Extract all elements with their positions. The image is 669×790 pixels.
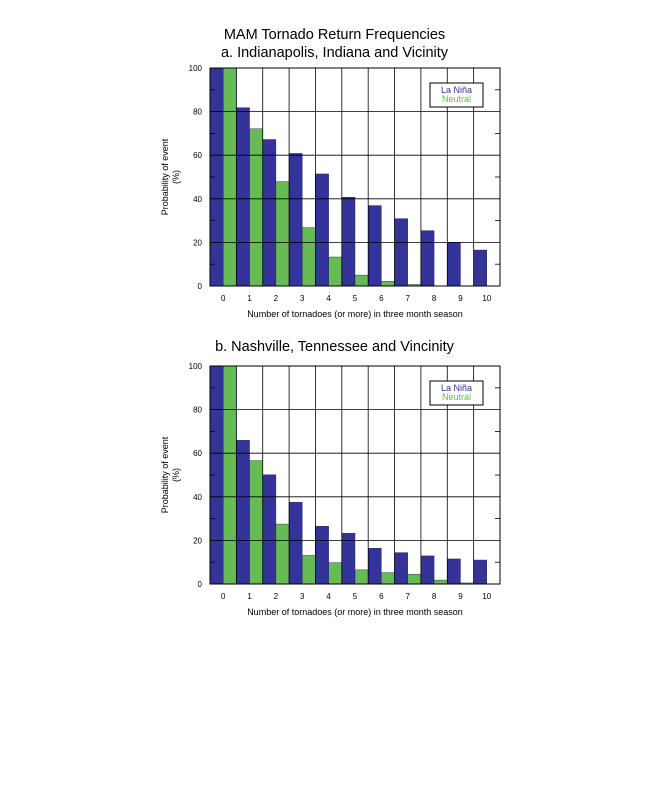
chart-a-bar-lanina-10	[473, 249, 488, 287]
chart-b-bar-lanina-5	[341, 533, 356, 585]
chart-a-xtick-label: 5	[353, 294, 358, 303]
chart-b-xtick-label: 1	[247, 592, 252, 601]
chart-b-bar-lanina-9	[447, 558, 461, 585]
chart-b-xtick-label: 9	[458, 592, 463, 601]
chart-b-xtick-label: 6	[379, 592, 384, 601]
chart-a-bar-lanina-2	[262, 139, 277, 287]
chart-b-ytick-label: 40	[193, 493, 202, 502]
chart-a-bar-lanina-4	[315, 173, 329, 287]
chart-a-ytick-label: 40	[193, 195, 202, 204]
chart-b-xtick-label: 0	[221, 592, 226, 601]
chart-a-xtick-label: 1	[247, 294, 252, 303]
chart-a-plot-frame	[209, 67, 501, 287]
chart-a-bar-neutral-0	[222, 67, 237, 287]
chart-b-ytick-label: 0	[198, 580, 203, 589]
chart-b-bar-lanina-2	[262, 474, 277, 585]
chart-a-ytick-label: 100	[189, 64, 203, 73]
chart-b-bar-neutral-4	[328, 562, 343, 585]
chart-b-bar-neutral-1	[249, 460, 263, 585]
chart-a-bar-lanina-7	[394, 218, 408, 287]
chart-a-legend-box	[429, 82, 484, 108]
chart-b-bar-lanina-4	[315, 526, 329, 585]
chart-a-xtick-label: 0	[221, 294, 226, 303]
chart-a-legend-label-lanina: La Niña	[441, 85, 472, 95]
chart-a-ytick-label: 20	[193, 238, 202, 247]
chart-a-title: a. Indianapolis, Indiana and Vicinity	[220, 45, 449, 61]
chart-b-legend-label-lanina: La Niña	[441, 383, 472, 393]
chart-a-bar-neutral-6	[381, 281, 395, 287]
chart-a-xtick-label: 4	[326, 294, 331, 303]
chart-a-xaxis-label: Number of tornadoes (or more) in three m…	[247, 309, 463, 319]
chart-a-bar-neutral-4	[328, 256, 343, 287]
chart-b-bar-lanina-8	[420, 555, 435, 585]
chart-a-yaxis-unit: (%)	[171, 170, 181, 184]
chart-a-bar-lanina-6	[367, 205, 382, 287]
chart-a-xtick-label: 9	[458, 294, 463, 303]
chart-a-bar-neutral-2	[275, 181, 290, 287]
chart-a-xtick-label: 8	[432, 294, 437, 303]
chart-b-bar-lanina-6	[367, 548, 382, 585]
chart-a-bar-neutral-5	[354, 274, 369, 287]
chart-b-bar-neutral-7	[407, 573, 422, 585]
chart-b-xtick-label: 7	[406, 592, 411, 601]
chart-a-xtick-label: 3	[300, 294, 305, 303]
chart-a-xtick-label: 2	[274, 294, 279, 303]
chart-b-bar-neutral-0	[222, 365, 237, 585]
chart-a-bar-neutral-1	[249, 128, 263, 287]
chart-a-bar-lanina-8	[420, 230, 435, 287]
chart-a-xtick-label: 10	[482, 294, 491, 303]
chart-b-xtick-label: 5	[353, 592, 358, 601]
chart-a-xtick-label: 6	[379, 294, 384, 303]
chart-b-bar-lanina-10	[473, 559, 488, 585]
chart-b-legend-label-neutral: Neutral	[442, 392, 471, 402]
chart-b-bar-neutral-2	[275, 523, 290, 585]
chart-b-bar-lanina-1	[236, 440, 250, 585]
chart-b-plot-frame	[209, 365, 501, 585]
chart-b-bar-neutral-6	[381, 572, 395, 585]
chart-a-bar-lanina-5	[341, 197, 356, 287]
chart-b-ytick-label: 100	[189, 362, 203, 371]
chart-a-yaxis-label: Probability of event	[160, 138, 170, 215]
chart-b-xtick-label: 8	[432, 592, 437, 601]
chart-a-ytick-label: 0	[198, 282, 203, 291]
chart-a-legend-label-neutral: Neutral	[442, 94, 471, 104]
chart-a-ytick-label: 80	[193, 108, 202, 117]
chart-b-bar-neutral-3	[302, 555, 316, 585]
chart-b-bar-lanina-3	[288, 502, 303, 585]
chart-b-ytick-label: 20	[193, 536, 202, 545]
chart-a-ytick-label: 60	[193, 151, 202, 160]
chart-b-yaxis-unit: (%)	[171, 468, 181, 482]
chart-b-bar-lanina-7	[394, 552, 408, 585]
chart-a-xtick-label: 7	[406, 294, 411, 303]
chart-b-xtick-label: 4	[326, 592, 331, 601]
chart-a-bar-lanina-3	[288, 153, 303, 287]
chart-a-bar-neutral-3	[302, 227, 316, 287]
chart-b-bar-neutral-5	[354, 569, 369, 585]
chart-b-yaxis-label: Probability of event	[160, 436, 170, 513]
chart-b-ytick-label: 80	[193, 406, 202, 415]
chart-a-bar-lanina-9	[447, 241, 461, 287]
chart-b-xtick-label: 3	[300, 592, 305, 601]
chart-b-xtick-label: 10	[482, 592, 491, 601]
chart-b-title: b. Nashville, Tennessee and Vincinity	[215, 339, 454, 355]
chart-b-xtick-label: 2	[274, 592, 279, 601]
figure-title: MAM Tornado Return Frequencies	[223, 27, 446, 43]
chart-a-bar-lanina-1	[236, 107, 250, 287]
chart-b-xaxis-label: Number of tornadoes (or more) in three m…	[247, 607, 463, 617]
chart-b-ytick-label: 60	[193, 449, 202, 458]
chart-b-legend-box	[429, 380, 484, 406]
chart-b-bar-neutral-8	[433, 579, 448, 585]
